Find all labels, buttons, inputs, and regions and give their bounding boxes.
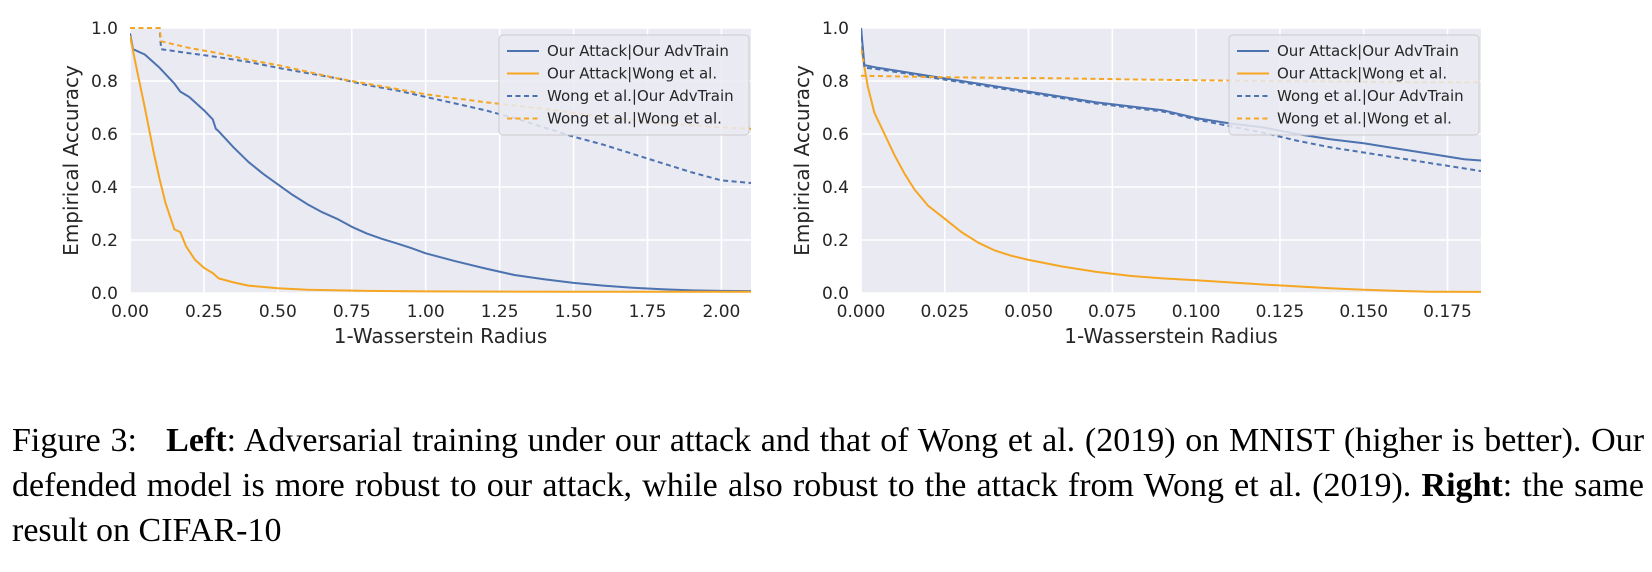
right-x-tick-label: 0.150 bbox=[1339, 302, 1388, 322]
right-y-tick-label: 0.0 bbox=[822, 284, 849, 304]
left-legend-label-1: Our Attack|Our AdvTrain bbox=[547, 42, 729, 60]
right-x-axis-label: 1-Wasserstein Radius bbox=[1064, 324, 1277, 348]
left-x-tick-label: 2.00 bbox=[702, 302, 740, 322]
figure-caption: Figure 3: Left: Adversarial training und… bbox=[12, 418, 1644, 553]
left-x-tick-label: 1.75 bbox=[629, 302, 667, 322]
right-legend-label-3: Wong et al.|Our AdvTrain bbox=[1277, 87, 1464, 105]
left-chart-mnist: 0.00 0.25 0.50 0.75 1.00 1.25 1.50 1.75 2.00 0.0 0… bbox=[59, 19, 751, 348]
left-x-tick-label: 1.25 bbox=[481, 302, 519, 322]
right-x-tick-label: 0.175 bbox=[1423, 302, 1472, 322]
left-legend-label-4: Wong et al.|Wong et al. bbox=[547, 110, 722, 128]
left-legend: Our Attack|Our AdvTrain Our Attack|Wong e… bbox=[498, 34, 750, 136]
left-y-tick-label: 0.4 bbox=[91, 178, 118, 198]
left-y-tick-label: 1.0 bbox=[91, 19, 118, 39]
right-x-tick-label: 0.050 bbox=[1004, 302, 1053, 322]
caption-right-text: : the same result on CIFAR-10 bbox=[12, 467, 1645, 549]
left-series-line-3 bbox=[130, 27, 751, 184]
right-y-tick-label: 0.4 bbox=[822, 178, 849, 198]
right-legend-label-1: Our Attack|Our AdvTrain bbox=[1277, 42, 1459, 60]
left-y-tick-label: 0.6 bbox=[91, 125, 118, 145]
caption-left-bold: Left bbox=[166, 422, 227, 459]
left-y-tick-label: 0.0 bbox=[91, 284, 118, 304]
right-y-tick-label: 0.2 bbox=[822, 231, 849, 251]
right-series-line-3 bbox=[861, 27, 1481, 173]
left-legend-label-3: Wong et al.|Our AdvTrain bbox=[547, 87, 734, 105]
caption-label: Figure 3: bbox=[12, 422, 137, 459]
right-y-tick-label: 1.0 bbox=[822, 19, 849, 39]
right-series-line-1 bbox=[861, 27, 1481, 162]
caption-left-text: : Adversarial training under our attack … bbox=[12, 422, 1645, 504]
right-x-tick-label: 0.000 bbox=[837, 302, 886, 322]
left-x-tick-label: 0.75 bbox=[333, 302, 371, 322]
left-x-axis-label: 1-Wasserstein Radius bbox=[334, 324, 547, 348]
right-y-axis-label: Empirical Accuracy bbox=[790, 65, 814, 256]
left-y-tick-label: 0.8 bbox=[91, 72, 118, 92]
right-x-tick-label: 0.075 bbox=[1088, 302, 1137, 322]
left-x-tick-label: 0.00 bbox=[111, 302, 149, 322]
right-legend-label-4: Wong et al.|Wong et al. bbox=[1277, 110, 1452, 128]
right-y-tick-label: 0.6 bbox=[822, 125, 849, 145]
left-x-tick-label: 1.00 bbox=[407, 302, 445, 322]
right-series-line-2 bbox=[861, 46, 1481, 293]
right-x-tick-label: 0.100 bbox=[1172, 302, 1221, 322]
left-series-line-2 bbox=[130, 35, 751, 293]
right-legend-box bbox=[1228, 34, 1480, 136]
left-series-line-1 bbox=[130, 33, 751, 293]
figure-canvas: 0.00 0.25 0.50 0.75 1.00 1.25 1.50 1.75 2.000.00… bbox=[59, 19, 1481, 348]
left-legend-label-2: Our Attack|Wong et al. bbox=[547, 65, 717, 83]
left-y-tick-label: 0.2 bbox=[91, 231, 118, 251]
right-chart-cifar10: 0.000 0.025 0.050 0.075 0.100 0.125 0.150 0.175… bbox=[790, 19, 1481, 348]
right-x-tick-label: 0.125 bbox=[1256, 302, 1305, 322]
right-y-tick-label: 0.8 bbox=[822, 72, 849, 92]
right-legend-label-2: Our Attack|Wong et al. bbox=[1277, 65, 1447, 83]
right-x-tick-label: 0.025 bbox=[920, 302, 969, 322]
left-x-tick-label: 0.50 bbox=[259, 302, 297, 322]
left-legend-box bbox=[498, 34, 750, 136]
left-y-axis-label: Empirical Accuracy bbox=[59, 65, 83, 256]
left-x-tick-label: 0.25 bbox=[185, 302, 223, 322]
right-legend: Our Attack|Our AdvTrain Our Attack|Wong e… bbox=[1228, 34, 1480, 136]
left-x-tick-label: 1.50 bbox=[555, 302, 593, 322]
caption-right-bold: Right bbox=[1421, 467, 1503, 504]
